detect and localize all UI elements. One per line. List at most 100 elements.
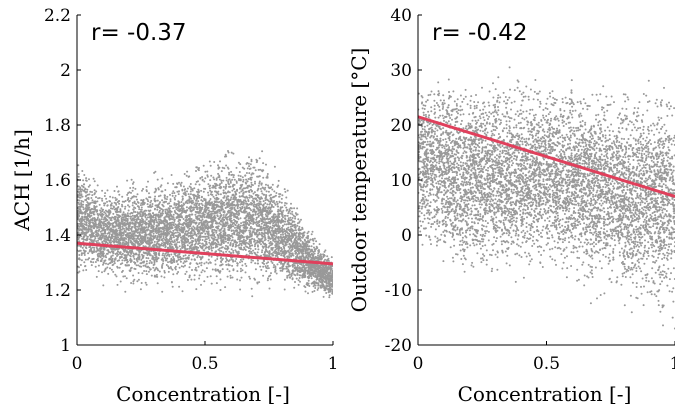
scatter-point xyxy=(78,199,81,202)
scatter-point xyxy=(248,156,250,159)
scatter-point xyxy=(97,197,100,200)
scatter-point xyxy=(162,260,165,262)
scatter-point xyxy=(315,265,318,268)
scatter-point xyxy=(251,227,253,230)
scatter-point xyxy=(85,239,88,242)
scatter-point xyxy=(104,212,107,215)
scatter-point xyxy=(169,266,172,268)
scatter-point xyxy=(234,219,237,222)
scatter-point xyxy=(201,269,204,272)
scatter-point xyxy=(311,290,314,293)
scatter-point xyxy=(239,270,242,273)
scatter-point xyxy=(89,190,92,193)
scatter-point xyxy=(225,257,228,260)
scatter-point xyxy=(139,288,142,291)
scatter-point xyxy=(112,263,115,266)
scatter-point xyxy=(129,255,132,258)
scatter-point xyxy=(199,232,202,235)
scatter-point xyxy=(232,152,235,155)
scatter-point xyxy=(165,233,168,236)
scatter-point xyxy=(169,200,172,203)
scatter-point xyxy=(106,189,109,192)
scatter-point xyxy=(282,231,284,234)
scatter-point xyxy=(155,219,158,222)
scatter-point xyxy=(261,150,264,153)
scatter-point xyxy=(267,239,270,242)
scatter-point xyxy=(236,262,239,265)
scatter-point xyxy=(292,214,295,217)
scatter-point xyxy=(255,210,258,213)
scatter-point xyxy=(138,238,141,241)
scatter-point xyxy=(265,218,268,220)
scatter-point xyxy=(285,202,288,205)
scatter-point xyxy=(279,235,282,238)
scatter-point xyxy=(175,235,178,238)
scatter-point xyxy=(153,263,156,266)
scatter-point xyxy=(168,267,170,269)
scatter-point xyxy=(277,232,280,234)
scatter-point xyxy=(274,265,277,268)
scatter-point xyxy=(178,245,181,248)
scatter-point xyxy=(169,234,172,237)
scatter-point xyxy=(238,171,241,173)
scatter-point xyxy=(145,270,148,273)
scatter-point xyxy=(274,254,277,257)
scatter-point xyxy=(307,277,310,280)
scatter-point xyxy=(225,214,228,217)
scatter-point xyxy=(194,210,197,213)
scatter-point xyxy=(158,270,161,273)
scatter-point xyxy=(233,233,236,236)
scatter-point xyxy=(136,231,139,234)
scatter-point xyxy=(180,181,183,184)
scatter-point xyxy=(106,232,109,235)
scatter-point xyxy=(108,209,111,212)
scatter-point xyxy=(132,181,135,184)
scatter-point xyxy=(328,296,331,299)
scatter-point xyxy=(254,253,257,256)
scatter-point xyxy=(251,199,254,202)
scatter-point xyxy=(231,223,234,226)
scatter-point xyxy=(299,235,302,238)
scatter-point xyxy=(248,229,251,232)
scatter-point xyxy=(288,255,291,257)
scatter-point xyxy=(193,278,196,281)
scatter-point xyxy=(130,260,133,263)
scatter-point xyxy=(200,189,203,192)
scatter-point xyxy=(220,264,223,267)
scatter-point xyxy=(210,249,213,252)
scatter-point xyxy=(112,270,115,273)
scatter-point xyxy=(278,216,281,218)
scatter-point xyxy=(297,283,300,286)
scatter-point xyxy=(184,191,187,194)
scatter-point xyxy=(205,235,208,238)
scatter-point xyxy=(281,252,283,255)
scatter-point xyxy=(227,180,230,183)
scatter-point xyxy=(184,264,186,267)
scatter-point xyxy=(121,195,124,198)
scatter-point xyxy=(165,235,168,238)
scatter-point xyxy=(245,172,248,174)
scatter-point xyxy=(119,255,122,258)
scatter-point xyxy=(217,241,220,244)
scatter-point xyxy=(218,247,221,250)
scatter-point xyxy=(261,251,263,254)
scatter-point xyxy=(105,256,108,259)
scatter-point xyxy=(260,222,263,225)
scatter-point xyxy=(226,268,229,271)
scatter-point xyxy=(116,218,119,221)
scatter-point xyxy=(109,261,112,264)
scatter-point xyxy=(125,277,128,280)
scatter-point xyxy=(155,221,158,224)
scatter-point xyxy=(77,201,80,204)
scatter-point xyxy=(310,233,313,236)
scatter-point xyxy=(276,210,279,213)
scatter-point xyxy=(266,279,269,282)
scatter-point xyxy=(221,257,224,260)
scatter-point xyxy=(193,226,196,229)
scatter-point xyxy=(182,262,185,265)
scatter-point xyxy=(257,188,260,191)
scatter-point xyxy=(234,229,237,232)
scatter-point xyxy=(294,212,297,215)
scatter-point xyxy=(279,250,282,253)
